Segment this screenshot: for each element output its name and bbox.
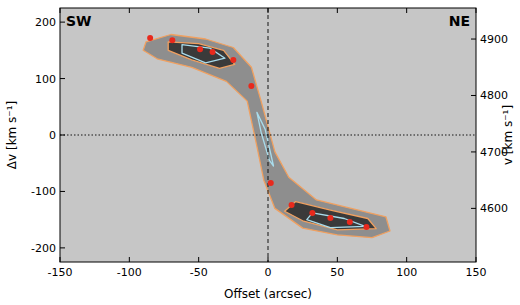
y-tick (60, 22, 65, 23)
x-axis-label: Offset (arcsec) (224, 287, 312, 301)
x-tick-label: 100 (396, 266, 417, 279)
chart: -150 -100 -50 0 50 100 150 -200 -100 0 100 200 4600 4… (0, 0, 520, 305)
contour (307, 213, 365, 228)
x-tick (129, 8, 130, 13)
x-tick (268, 8, 269, 13)
x-tick (129, 257, 130, 262)
y-tick-label: 200 (35, 16, 56, 29)
annotation: NE (449, 13, 470, 29)
x-tick (337, 257, 338, 262)
x-tick-label: -50 (190, 266, 208, 279)
reference-line (60, 135, 476, 136)
y2-tick (471, 151, 476, 152)
data-point (363, 224, 369, 230)
data-point (268, 180, 274, 186)
x-tick (406, 257, 407, 262)
y2-axis-label: v [km s⁻¹] (501, 105, 515, 165)
y-tick-label: 0 (49, 129, 56, 142)
data-point (210, 49, 216, 55)
y2-tick-label: 4600 (480, 202, 508, 215)
x-tick (60, 257, 61, 262)
y2-tick-label: 4800 (480, 89, 508, 102)
x-tick (476, 257, 477, 262)
y-tick (60, 135, 65, 136)
x-tick (198, 8, 199, 13)
x-tick-label: 50 (330, 266, 344, 279)
x-tick (406, 8, 407, 13)
annotation: SW (66, 13, 92, 29)
data-point (147, 35, 153, 41)
data-point (289, 202, 295, 208)
data-point (248, 83, 254, 89)
data-point (309, 210, 315, 216)
y-tick-label: 100 (35, 73, 56, 86)
data-point (169, 37, 175, 43)
y-tick-label: -100 (31, 185, 56, 198)
contour (143, 35, 390, 238)
x-tick (268, 257, 269, 262)
contour (182, 45, 225, 63)
data-point (197, 46, 203, 52)
x-tick (198, 257, 199, 262)
y2-tick (471, 39, 476, 40)
y2-tick-label: 4900 (480, 33, 508, 46)
data-point (230, 57, 236, 63)
contour (168, 42, 235, 69)
data-point (327, 215, 333, 221)
y2-tick (471, 95, 476, 96)
frame (60, 8, 476, 262)
y-axis-label: Δv [km s⁻¹] (5, 101, 19, 169)
x-tick-label: -100 (117, 266, 142, 279)
y-tick (60, 78, 65, 79)
y2-tick (471, 208, 476, 209)
y-tick (60, 191, 65, 192)
x-tick (337, 8, 338, 13)
x-tick-label: 150 (466, 266, 487, 279)
x-tick (476, 8, 477, 13)
plot-area (60, 8, 476, 262)
y-tick (60, 247, 65, 248)
x-tick-label: 0 (265, 266, 272, 279)
x-tick (60, 8, 61, 13)
y-tick-label: -200 (31, 242, 56, 255)
x-tick-label: -150 (48, 266, 73, 279)
data-point (347, 219, 353, 225)
contour (285, 202, 377, 230)
contour (257, 112, 274, 166)
plot-background (60, 8, 476, 262)
